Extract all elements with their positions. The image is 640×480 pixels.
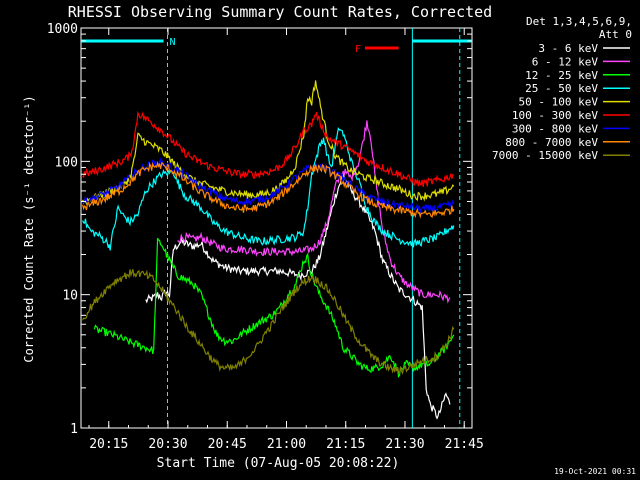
flag-label-1: F [355,44,361,55]
y-axis-label: Corrected Count Rate (s⁻¹ detector⁻¹) [22,95,36,362]
y-tick-label-3: 1000 [47,22,78,37]
legend-header-line1: Det 1,3,4,5,6,9, [526,15,632,28]
legend-header-line2: Att 0 [599,28,632,41]
y-axis-ticks: 1 10 100 1000 [47,22,472,437]
x-tick-label-2: 20:45 [208,437,247,452]
series-line-5 [82,110,455,187]
series-line-2 [93,237,455,378]
x-axis-ticks: 20:15 20:30 20:45 21:00 21:15 21:30 21:45 [88,28,484,452]
chart-title: RHESSI Observing Summary Count Rates, Co… [68,3,492,21]
legend-label-1: 6 - 12 keV [532,55,599,68]
plot-area: NF 20:15 20:30 20:45 21:00 21:15 21:30 21:45 1… [47,22,484,452]
legend-label-7: 800 - 7000 keV [505,136,598,149]
series-line-6 [82,157,455,215]
series-line-4 [82,80,455,206]
x-tick-label-6: 21:45 [445,437,484,452]
legend-label-6: 300 - 800 keV [512,122,598,135]
series-line-3 [82,126,455,251]
x-tick-label-5: 21:30 [385,437,424,452]
y-tick-label-0: 1 [70,422,78,437]
y-tick-label-1: 10 [62,289,78,304]
flag-label-0: N [170,37,176,48]
series-line-8 [82,269,455,375]
observing-flags: NF [81,37,472,55]
time-markers [166,28,461,428]
footer-timestamp: 19-Oct-2021 00:31 [554,467,636,476]
series-lines [82,80,455,420]
x-tick-label-4: 21:15 [326,437,365,452]
x-tick-label-0: 20:15 [89,437,128,452]
legend-label-8: 7000 - 15000 keV [492,149,598,162]
plot-frame [80,27,473,429]
y-tick-label-2: 100 [55,155,78,170]
x-axis-label: Start Time (07-Aug-05 20:08:22) [157,456,400,471]
legend-label-0: 3 - 6 keV [538,42,598,55]
legend-label-2: 12 - 25 keV [525,69,598,82]
series-line-7 [82,160,455,219]
legend-label-4: 50 - 100 keV [519,96,599,109]
series-line-1 [177,120,451,304]
x-tick-label-1: 20:30 [148,437,187,452]
x-tick-label-3: 21:00 [267,437,306,452]
legend-label-3: 25 - 50 keV [525,82,598,95]
legend-label-5: 100 - 300 keV [512,109,598,122]
